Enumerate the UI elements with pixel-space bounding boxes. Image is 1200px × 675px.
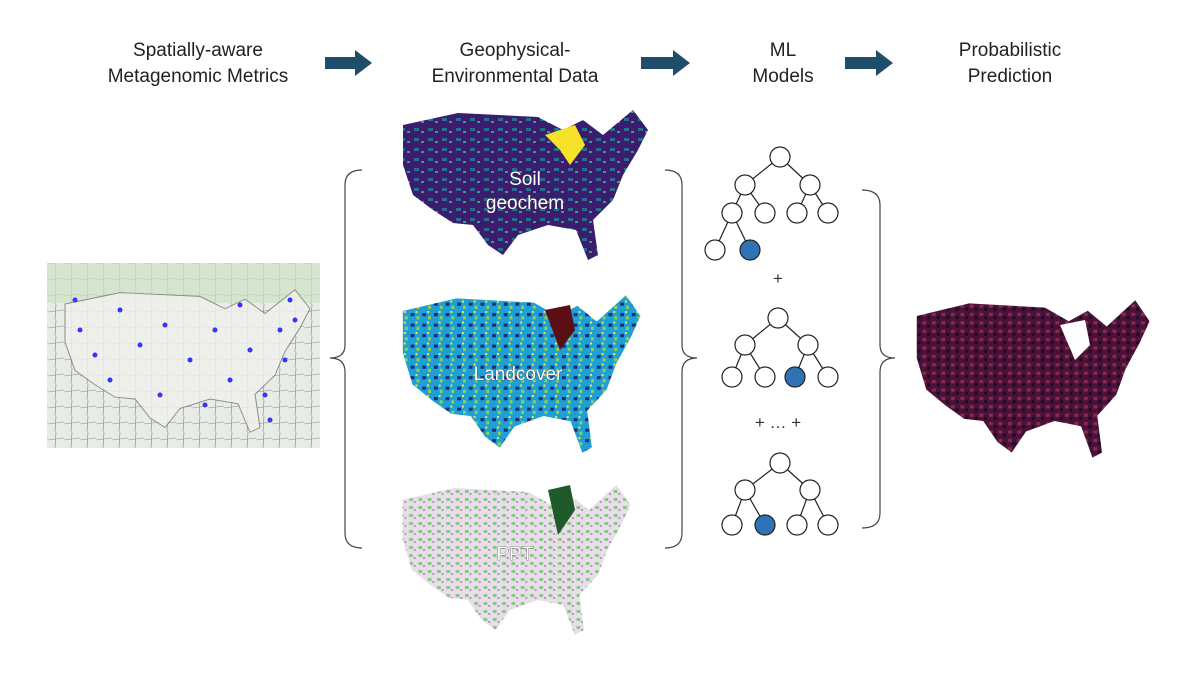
map-label: Landcover: [474, 364, 563, 385]
map-feature: [1060, 320, 1090, 360]
header: Spatially-aware: [133, 40, 263, 61]
header: Environmental Data: [432, 66, 599, 87]
headers: Spatially-aware Metagenomic Metrics Geop…: [108, 40, 1062, 87]
trees: + + … +: [704, 146, 839, 536]
header: ML: [770, 40, 796, 61]
header: Prediction: [968, 66, 1053, 87]
map-label: Soil: [509, 169, 541, 190]
map-feature: [548, 485, 575, 535]
map-label: PPT: [497, 544, 534, 565]
header: Models: [752, 66, 813, 87]
header: Metagenomic Metrics: [108, 66, 289, 87]
arrow: [325, 50, 372, 76]
tree-edges: [714, 156, 829, 526]
map-prediction: [916, 300, 1150, 458]
header: Probabilistic: [959, 40, 1061, 61]
brackets: [329, 169, 896, 549]
bracket: [329, 169, 363, 549]
operator: +: [773, 269, 783, 288]
bracket: [664, 169, 698, 549]
tree-nodes: [704, 146, 839, 536]
arrow: [641, 50, 690, 76]
operator: + … +: [755, 413, 801, 432]
sample-points: [72, 297, 298, 423]
env-maps: Soil geochem Landcover PPT: [402, 110, 648, 635]
map-feature: [545, 125, 585, 165]
arrows: [325, 50, 893, 76]
prediction-map: [916, 300, 1150, 458]
map-label: geochem: [486, 193, 564, 214]
bracket: [861, 189, 896, 529]
sample-map: [47, 263, 320, 448]
map-feature: [545, 305, 575, 350]
header: Geophysical-: [460, 40, 571, 61]
arrow: [845, 50, 893, 76]
